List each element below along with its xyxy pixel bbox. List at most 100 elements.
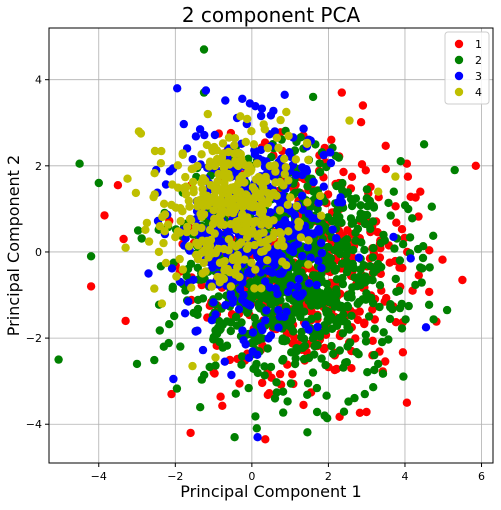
data-point: [370, 269, 378, 277]
data-point: [386, 303, 394, 311]
data-point: [277, 229, 285, 237]
x-tick-label: 4: [401, 470, 408, 483]
data-point: [169, 285, 177, 293]
data-point: [189, 178, 197, 186]
data-point: [309, 178, 317, 186]
data-point: [360, 211, 368, 219]
data-point: [227, 282, 235, 290]
data-point: [420, 140, 428, 148]
data-point: [299, 125, 307, 133]
data-point: [150, 169, 158, 177]
data-point: [386, 315, 394, 323]
data-point: [262, 306, 270, 314]
legend-marker: [455, 40, 463, 48]
data-point: [389, 233, 397, 241]
data-point: [264, 267, 272, 275]
data-point: [342, 251, 350, 259]
data-point: [438, 256, 446, 264]
data-point: [87, 252, 95, 260]
data-point: [246, 99, 254, 107]
data-point: [166, 167, 174, 175]
data-point: [358, 160, 366, 168]
data-point: [198, 237, 206, 245]
data-point: [227, 184, 235, 192]
data-point: [137, 129, 145, 137]
data-point: [303, 198, 311, 206]
data-point: [230, 433, 238, 441]
data-point: [344, 303, 352, 311]
data-point: [339, 329, 347, 337]
data-point: [239, 336, 247, 344]
data-point: [316, 159, 324, 167]
data-point: [256, 189, 264, 197]
data-point: [145, 237, 153, 245]
data-point: [264, 236, 272, 244]
data-point: [269, 107, 277, 115]
data-point: [234, 251, 242, 259]
data-point: [384, 335, 392, 343]
data-point: [397, 157, 405, 165]
data-point: [403, 399, 411, 407]
data-point: [324, 317, 332, 325]
data-point: [157, 159, 165, 167]
data-point: [249, 365, 257, 373]
data-point: [159, 239, 167, 247]
data-point: [318, 249, 326, 257]
data-point: [257, 112, 265, 120]
data-point: [419, 242, 427, 250]
data-point: [317, 264, 325, 272]
data-point: [193, 197, 201, 205]
data-point: [187, 284, 195, 292]
data-point: [244, 241, 252, 249]
data-point: [279, 388, 287, 396]
data-point: [119, 235, 127, 243]
data-point: [245, 161, 253, 169]
data-point: [173, 384, 181, 392]
data-point: [347, 195, 355, 203]
data-point: [172, 272, 180, 280]
data-point: [232, 390, 240, 398]
data-point: [297, 292, 305, 300]
legend-box: [445, 32, 489, 104]
data-point: [253, 159, 261, 167]
data-point: [343, 342, 351, 350]
data-point: [251, 412, 259, 420]
data-point: [429, 315, 437, 323]
data-point: [238, 95, 246, 103]
data-point: [391, 172, 399, 180]
data-point: [214, 170, 222, 178]
data-point: [263, 256, 271, 264]
data-point: [395, 287, 403, 295]
data-point: [282, 261, 290, 269]
data-point: [264, 144, 272, 152]
data-point: [382, 165, 390, 173]
data-point: [327, 342, 335, 350]
data-point: [390, 188, 398, 196]
data-point: [339, 168, 347, 176]
data-point: [380, 328, 388, 336]
data-point: [151, 147, 159, 155]
data-point: [426, 263, 434, 271]
data-point: [376, 281, 384, 289]
x-tick-label: 6: [478, 470, 485, 483]
data-point: [344, 397, 352, 405]
data-point: [291, 360, 299, 368]
data-point: [151, 190, 159, 198]
data-point: [295, 302, 303, 310]
data-point: [297, 133, 305, 141]
data-point: [304, 236, 312, 244]
data-point: [249, 328, 257, 336]
data-point: [238, 326, 246, 334]
data-point: [273, 134, 281, 142]
data-point: [332, 182, 340, 190]
data-point: [227, 327, 235, 335]
data-point: [451, 166, 459, 174]
data-point: [313, 281, 321, 289]
data-point: [284, 201, 292, 209]
data-point: [100, 211, 108, 219]
data-point: [198, 375, 206, 383]
data-point: [187, 216, 195, 224]
data-point: [245, 384, 253, 392]
data-point: [332, 234, 340, 242]
data-point: [416, 188, 424, 196]
